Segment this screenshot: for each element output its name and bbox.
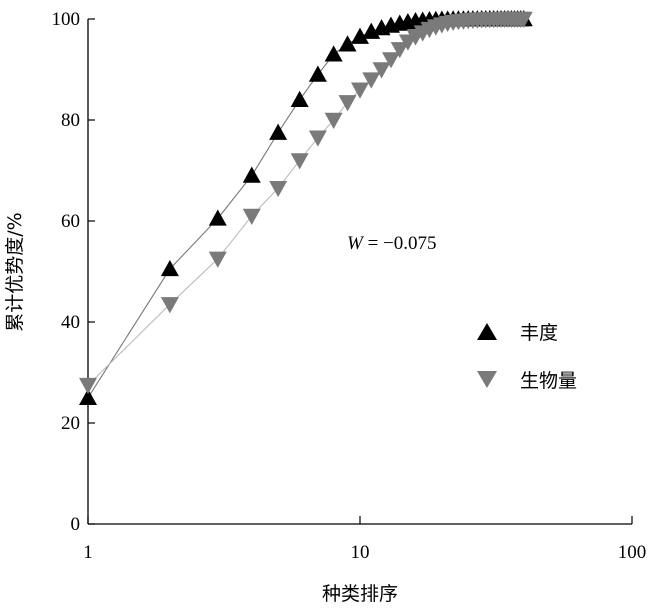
y-tick-label: 20 xyxy=(61,413,80,434)
x-tick-label: 10 xyxy=(351,542,370,563)
data-point xyxy=(242,208,261,225)
legend-marker-biomass xyxy=(477,371,497,388)
series-layer xyxy=(79,10,533,405)
annotation-w: W = −0.075 xyxy=(347,233,437,254)
data-point xyxy=(308,65,327,82)
data-point xyxy=(372,62,391,79)
annotation-w-italic: W xyxy=(347,233,365,254)
data-point xyxy=(160,297,179,314)
y-tick-label: 0 xyxy=(71,514,81,535)
data-point xyxy=(338,35,357,52)
data-point xyxy=(79,377,97,395)
data-point xyxy=(390,42,409,59)
legend-marker-abundance xyxy=(477,323,497,340)
data-point xyxy=(338,95,357,112)
data-point xyxy=(362,72,381,89)
x-tick-label: 100 xyxy=(618,542,647,563)
data-point xyxy=(324,112,343,129)
data-point xyxy=(308,130,327,147)
x-axis-title: 种类排序 xyxy=(322,583,398,605)
data-point xyxy=(514,11,533,29)
data-point xyxy=(242,166,261,183)
series-1 xyxy=(79,11,533,395)
y-tick-label: 60 xyxy=(61,211,80,232)
data-point xyxy=(351,27,369,44)
tick-labels: 0 20 40 60 80 100 1 10 100 xyxy=(52,9,647,563)
series-line xyxy=(87,18,524,399)
data-point xyxy=(381,52,400,69)
series-0 xyxy=(79,10,533,405)
y-tick-label: 100 xyxy=(52,9,81,30)
x-tick-label: 1 xyxy=(83,542,93,563)
series-line xyxy=(87,18,524,386)
data-point xyxy=(324,45,343,62)
data-point xyxy=(290,90,309,107)
data-point xyxy=(351,82,369,99)
data-point xyxy=(269,123,288,140)
legend-label-biomass: 生物量 xyxy=(520,370,577,392)
data-point xyxy=(160,259,179,277)
data-point xyxy=(269,180,288,198)
y-axis-title: 累计优势度/% xyxy=(4,212,26,331)
legend: 丰度 生物量 xyxy=(477,322,577,392)
tick-marks xyxy=(87,18,633,525)
data-point xyxy=(290,153,309,170)
y-tick-label: 80 xyxy=(61,110,80,131)
data-point xyxy=(79,388,97,405)
y-tick-label: 40 xyxy=(61,312,80,333)
legend-label-abundance: 丰度 xyxy=(520,322,558,344)
annotation-w-value: = −0.075 xyxy=(363,233,437,254)
data-point xyxy=(208,209,227,226)
data-point xyxy=(208,251,227,268)
